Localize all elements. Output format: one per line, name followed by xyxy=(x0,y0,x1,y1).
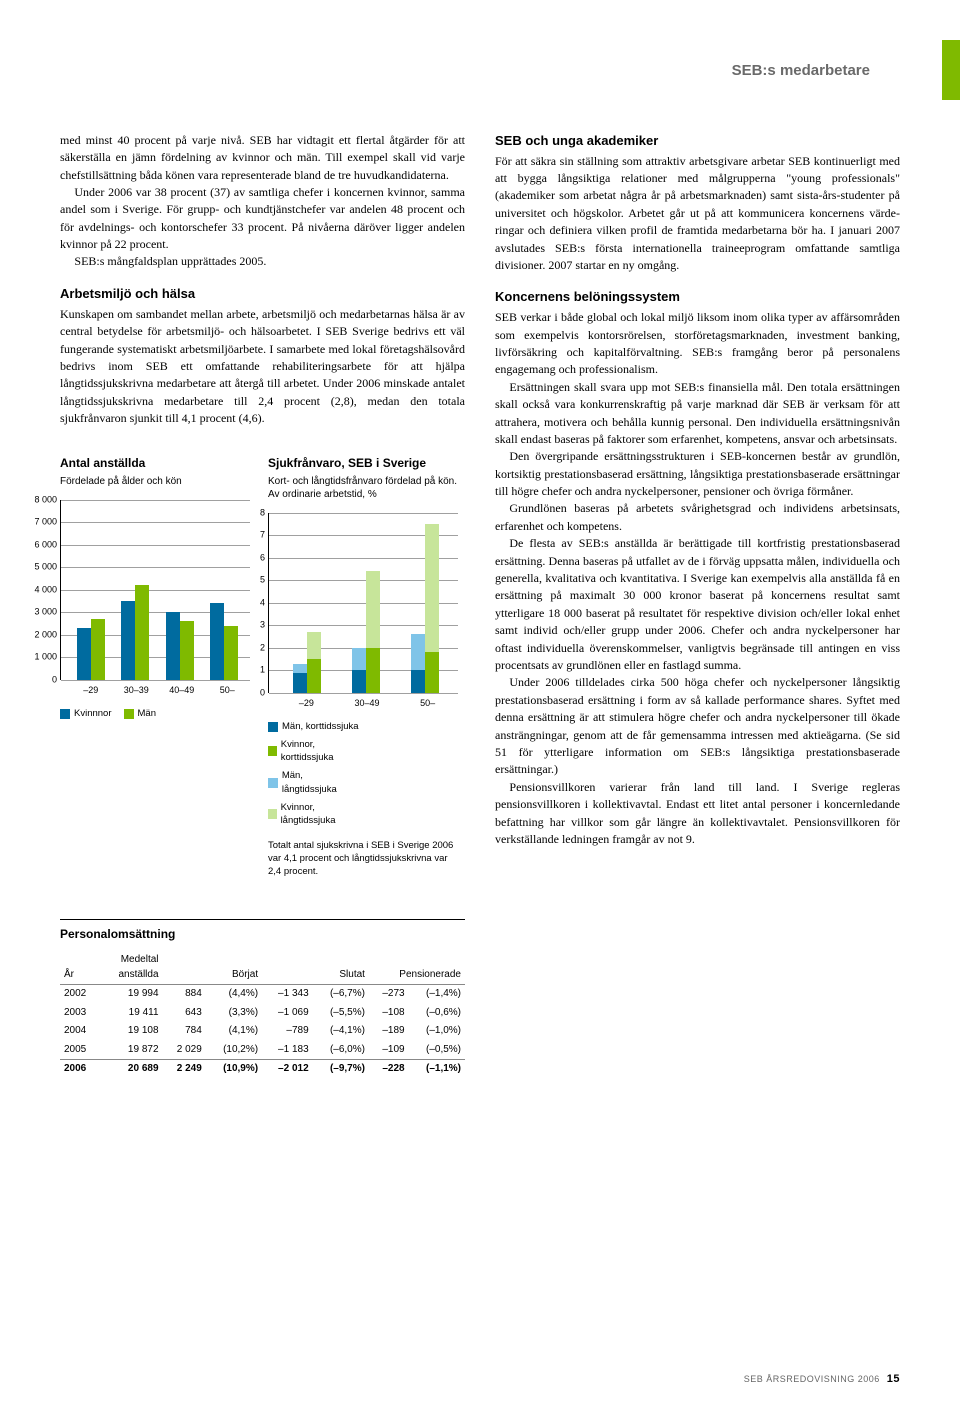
left-p1: med minst 40 procent på varje nivå. SEB … xyxy=(60,132,465,184)
right-h2a: SEB och unga akademiker xyxy=(495,132,900,151)
footer-text: SEB ÅRSREDOVISNING 2006 xyxy=(744,1374,880,1384)
left-p4: Kunskapen om sambandet mellan arbete, ar… xyxy=(60,306,465,428)
right-column: SEB och unga akademiker För att säkra si… xyxy=(495,132,900,1079)
chart2-title: Sjukfrånvaro, SEB i Sverige xyxy=(268,455,458,472)
charts-row: Antal anställda Fördelade på ålder och k… xyxy=(60,455,465,878)
chart2-legend: Män, korttidssjukaKvinnor, korttidssjuka… xyxy=(268,720,458,828)
table-title: Personalomsättning xyxy=(60,926,465,943)
chart1-legend: KvinnnorMän xyxy=(60,707,250,721)
left-p3: SEB:s mångfaldsplan upprättades 2005. xyxy=(60,253,465,270)
chart2-xlabels: –2930–4950– xyxy=(268,697,458,710)
right-p4: Den övergripande ersättningsstrukturen i… xyxy=(495,448,900,500)
page-footer: SEB ÅRSREDOVISNING 2006 15 xyxy=(744,1372,900,1388)
right-p3: Ersättningen skall svara upp mot SEB:s f… xyxy=(495,379,900,449)
right-p2: SEB verkar i både global och lokal miljö… xyxy=(495,309,900,379)
chart2-note: Totalt antal sjukskrivna i SEB i Sverige… xyxy=(268,840,458,878)
chart2-area: 012345678 xyxy=(268,513,458,693)
chart1-area: 01 0002 0003 0004 0005 0006 0007 0008 00… xyxy=(60,500,250,680)
personal-table: ÅrMedeltalanställdaBörjatSlutatPensioner… xyxy=(60,951,465,1079)
chart-antal: Antal anställda Fördelade på ålder och k… xyxy=(60,455,250,878)
green-tab xyxy=(942,40,960,100)
chart2-subtitle: Kort- och långtidsfrånvaro fördelad på k… xyxy=(268,475,458,501)
left-p2: Under 2006 var 38 procent (37) av samtli… xyxy=(60,184,465,254)
chart1-xlabels: –2930–3940–4950– xyxy=(60,684,250,697)
chart-sjuk: Sjukfrånvaro, SEB i Sverige Kort- och lå… xyxy=(268,455,458,878)
page-header: SEB:s medarbetare xyxy=(60,60,900,82)
chart1-subtitle: Fördelade på ålder och kön xyxy=(60,475,250,488)
content-columns: med minst 40 procent på varje nivå. SEB … xyxy=(60,132,900,1079)
page-number: 15 xyxy=(887,1373,900,1385)
section-title: SEB:s medarbetare xyxy=(732,60,870,82)
left-h2a: Arbetsmiljö och hälsa xyxy=(60,285,465,304)
right-p5: Grundlönen baseras på arbetets svårighet… xyxy=(495,500,900,535)
left-column: med minst 40 procent på varje nivå. SEB … xyxy=(60,132,465,1079)
right-h2b: Koncernens belöningssystem xyxy=(495,288,900,307)
right-p1: För att säkra sin ställning som attrakti… xyxy=(495,153,900,275)
right-p8: Pensionsvillkoren varierar från land til… xyxy=(495,779,900,849)
chart1-title: Antal anställda xyxy=(60,455,250,472)
right-p7: Under 2006 tilldelades cirka 500 höga ch… xyxy=(495,674,900,778)
right-p6: De flesta av SEB:s anställda är berättig… xyxy=(495,535,900,674)
personal-table-section: Personalomsättning ÅrMedeltalanställdaBö… xyxy=(60,919,465,1079)
